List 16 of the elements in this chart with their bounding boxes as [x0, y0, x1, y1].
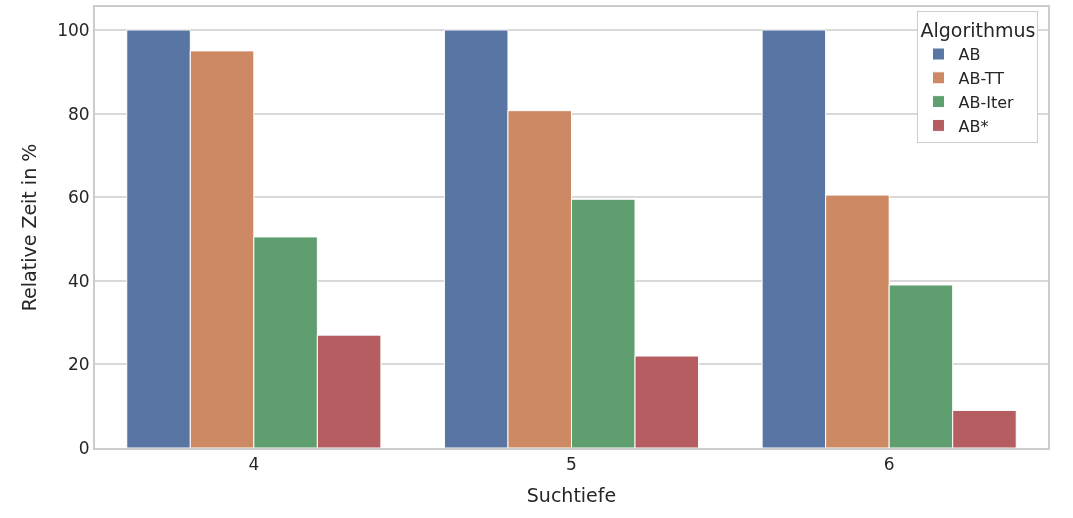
- x-axis-title: Suchtiefe: [526, 483, 617, 506]
- y-tick-label: 60: [67, 187, 90, 208]
- legend-label: AB*: [958, 116, 989, 136]
- y-tick-label: 0: [78, 437, 90, 458]
- x-tick-label: 5: [566, 454, 577, 475]
- x-tick-label: 4: [248, 454, 260, 475]
- x-tick-label: 6: [883, 454, 895, 475]
- y-tick-label: 100: [57, 19, 90, 40]
- y-tick-label: 20: [67, 354, 90, 375]
- legend-label: AB-Iter: [958, 92, 1014, 112]
- legend-label: AB-TT: [958, 69, 1005, 89]
- y-axis-title: Relative Zeit in %: [18, 143, 41, 312]
- y-tick-label: 40: [67, 270, 90, 291]
- legend-label: AB: [958, 45, 981, 65]
- legend-title: Algorithmus: [920, 19, 1036, 42]
- y-tick-label: 80: [67, 103, 90, 124]
